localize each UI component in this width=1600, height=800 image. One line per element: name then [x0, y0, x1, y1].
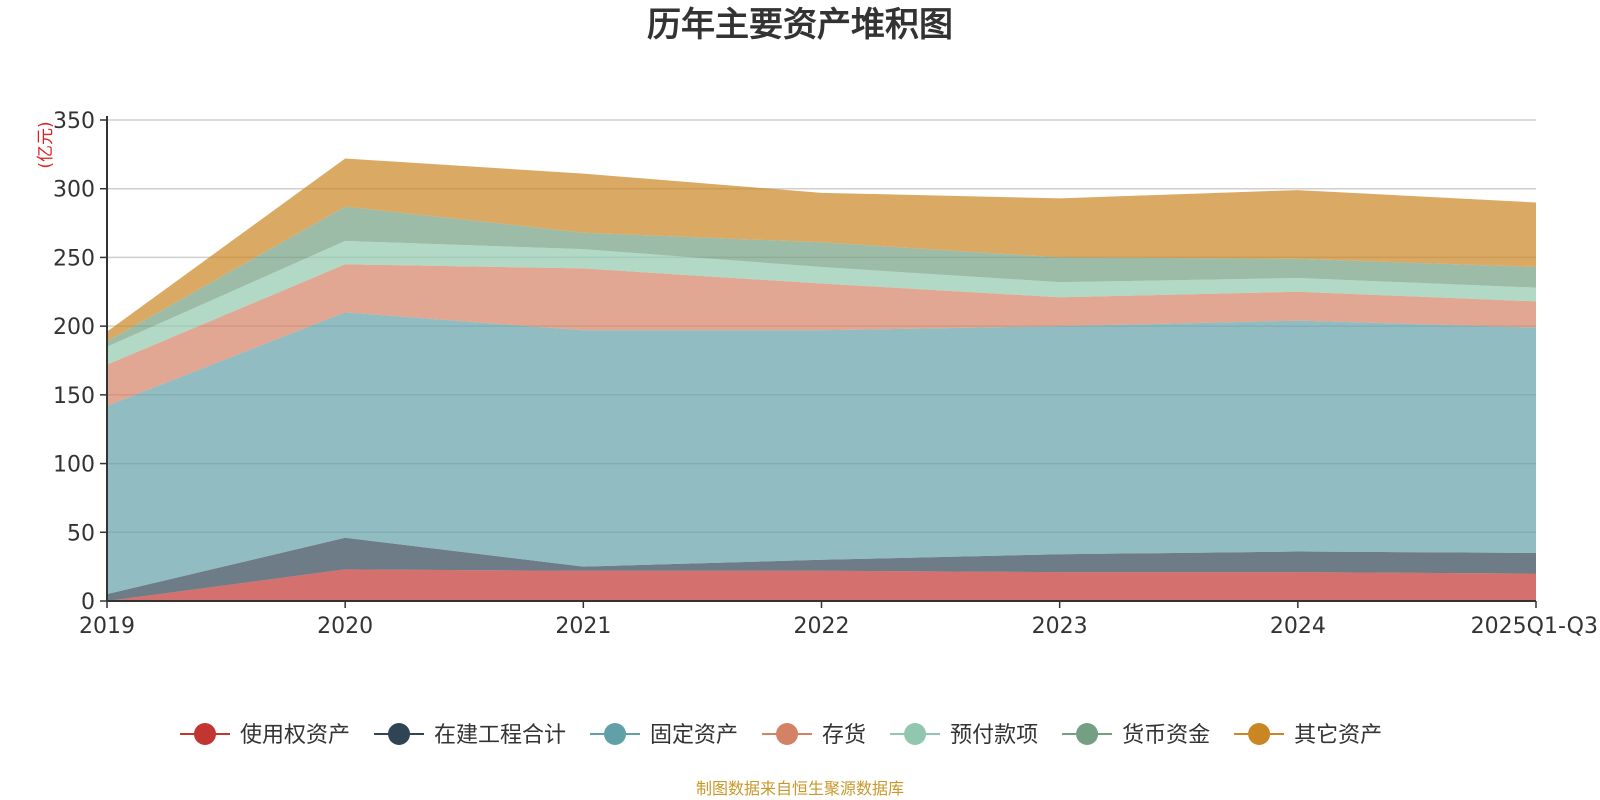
- legend-label: 预付款项: [950, 723, 1038, 748]
- y-tick-label: 0: [81, 590, 95, 615]
- area-series[interactable]: [107, 537, 1536, 601]
- y-axis-unit-label: (亿元): [36, 121, 56, 168]
- x-tick-label: 2021: [555, 614, 611, 639]
- area-series[interactable]: [107, 206, 1536, 347]
- y-tick-label: 150: [53, 384, 95, 409]
- data-source-footnote: 制图数据来自恒生聚源数据库: [696, 779, 904, 798]
- legend-label: 固定资产: [650, 723, 738, 748]
- legend-circle-icon: [1248, 723, 1271, 745]
- legend-item[interactable]: 固定资产: [590, 723, 738, 748]
- chart-title: 历年主要资产堆积图: [647, 5, 953, 45]
- y-tick-label: 200: [53, 315, 95, 340]
- legend-label: 其它资产: [1294, 723, 1382, 748]
- x-tick-label: 2020: [317, 614, 373, 639]
- x-tick-label: 2023: [1032, 614, 1088, 639]
- x-tick-label: 2024: [1270, 614, 1326, 639]
- legend-circle-icon: [194, 723, 216, 745]
- x-tick-label: 2022: [794, 614, 850, 639]
- y-tick-label: 350: [53, 109, 95, 134]
- area-series[interactable]: [107, 312, 1536, 595]
- legend-label: 货币资金: [1122, 723, 1210, 748]
- legend-circle-icon: [904, 723, 927, 745]
- x-tick-label: 2025Q1-Q3: [1471, 614, 1598, 639]
- y-tick-label: 300: [53, 178, 95, 203]
- legend-item[interactable]: 存货: [762, 723, 866, 748]
- legend-item[interactable]: 其它资产: [1234, 723, 1382, 748]
- axes: 0 50 100 150 200 250 300 350 2019 2020 2021 2022 202…: [53, 109, 1598, 639]
- legend-item[interactable]: 使用权资产: [180, 723, 350, 748]
- y-tick-label: 100: [53, 453, 95, 478]
- y-tick-label: 250: [53, 246, 95, 271]
- legend-circle-icon: [604, 723, 627, 745]
- legend-label: 在建工程合计: [434, 723, 566, 748]
- legend-item[interactable]: 在建工程合计: [374, 723, 566, 748]
- y-tick-label: 50: [67, 521, 95, 546]
- legend-label: 使用权资产: [240, 723, 350, 748]
- legend-circle-icon: [1076, 723, 1099, 745]
- legend[interactable]: 使用权资产 在建工程合计 固定资产 存货 预付款项 货币资金 其它资产: [180, 723, 1382, 748]
- legend-label: 存货: [822, 723, 866, 748]
- area-series-group: [107, 158, 1536, 601]
- area-series[interactable]: [107, 264, 1536, 406]
- legend-item[interactable]: 货币资金: [1062, 723, 1210, 748]
- legend-circle-icon: [776, 723, 799, 745]
- legend-circle-icon: [388, 723, 411, 745]
- x-tick-label: 2019: [79, 614, 135, 639]
- area-series[interactable]: [107, 158, 1536, 342]
- area-series[interactable]: [107, 569, 1536, 601]
- legend-item[interactable]: 预付款项: [890, 723, 1038, 748]
